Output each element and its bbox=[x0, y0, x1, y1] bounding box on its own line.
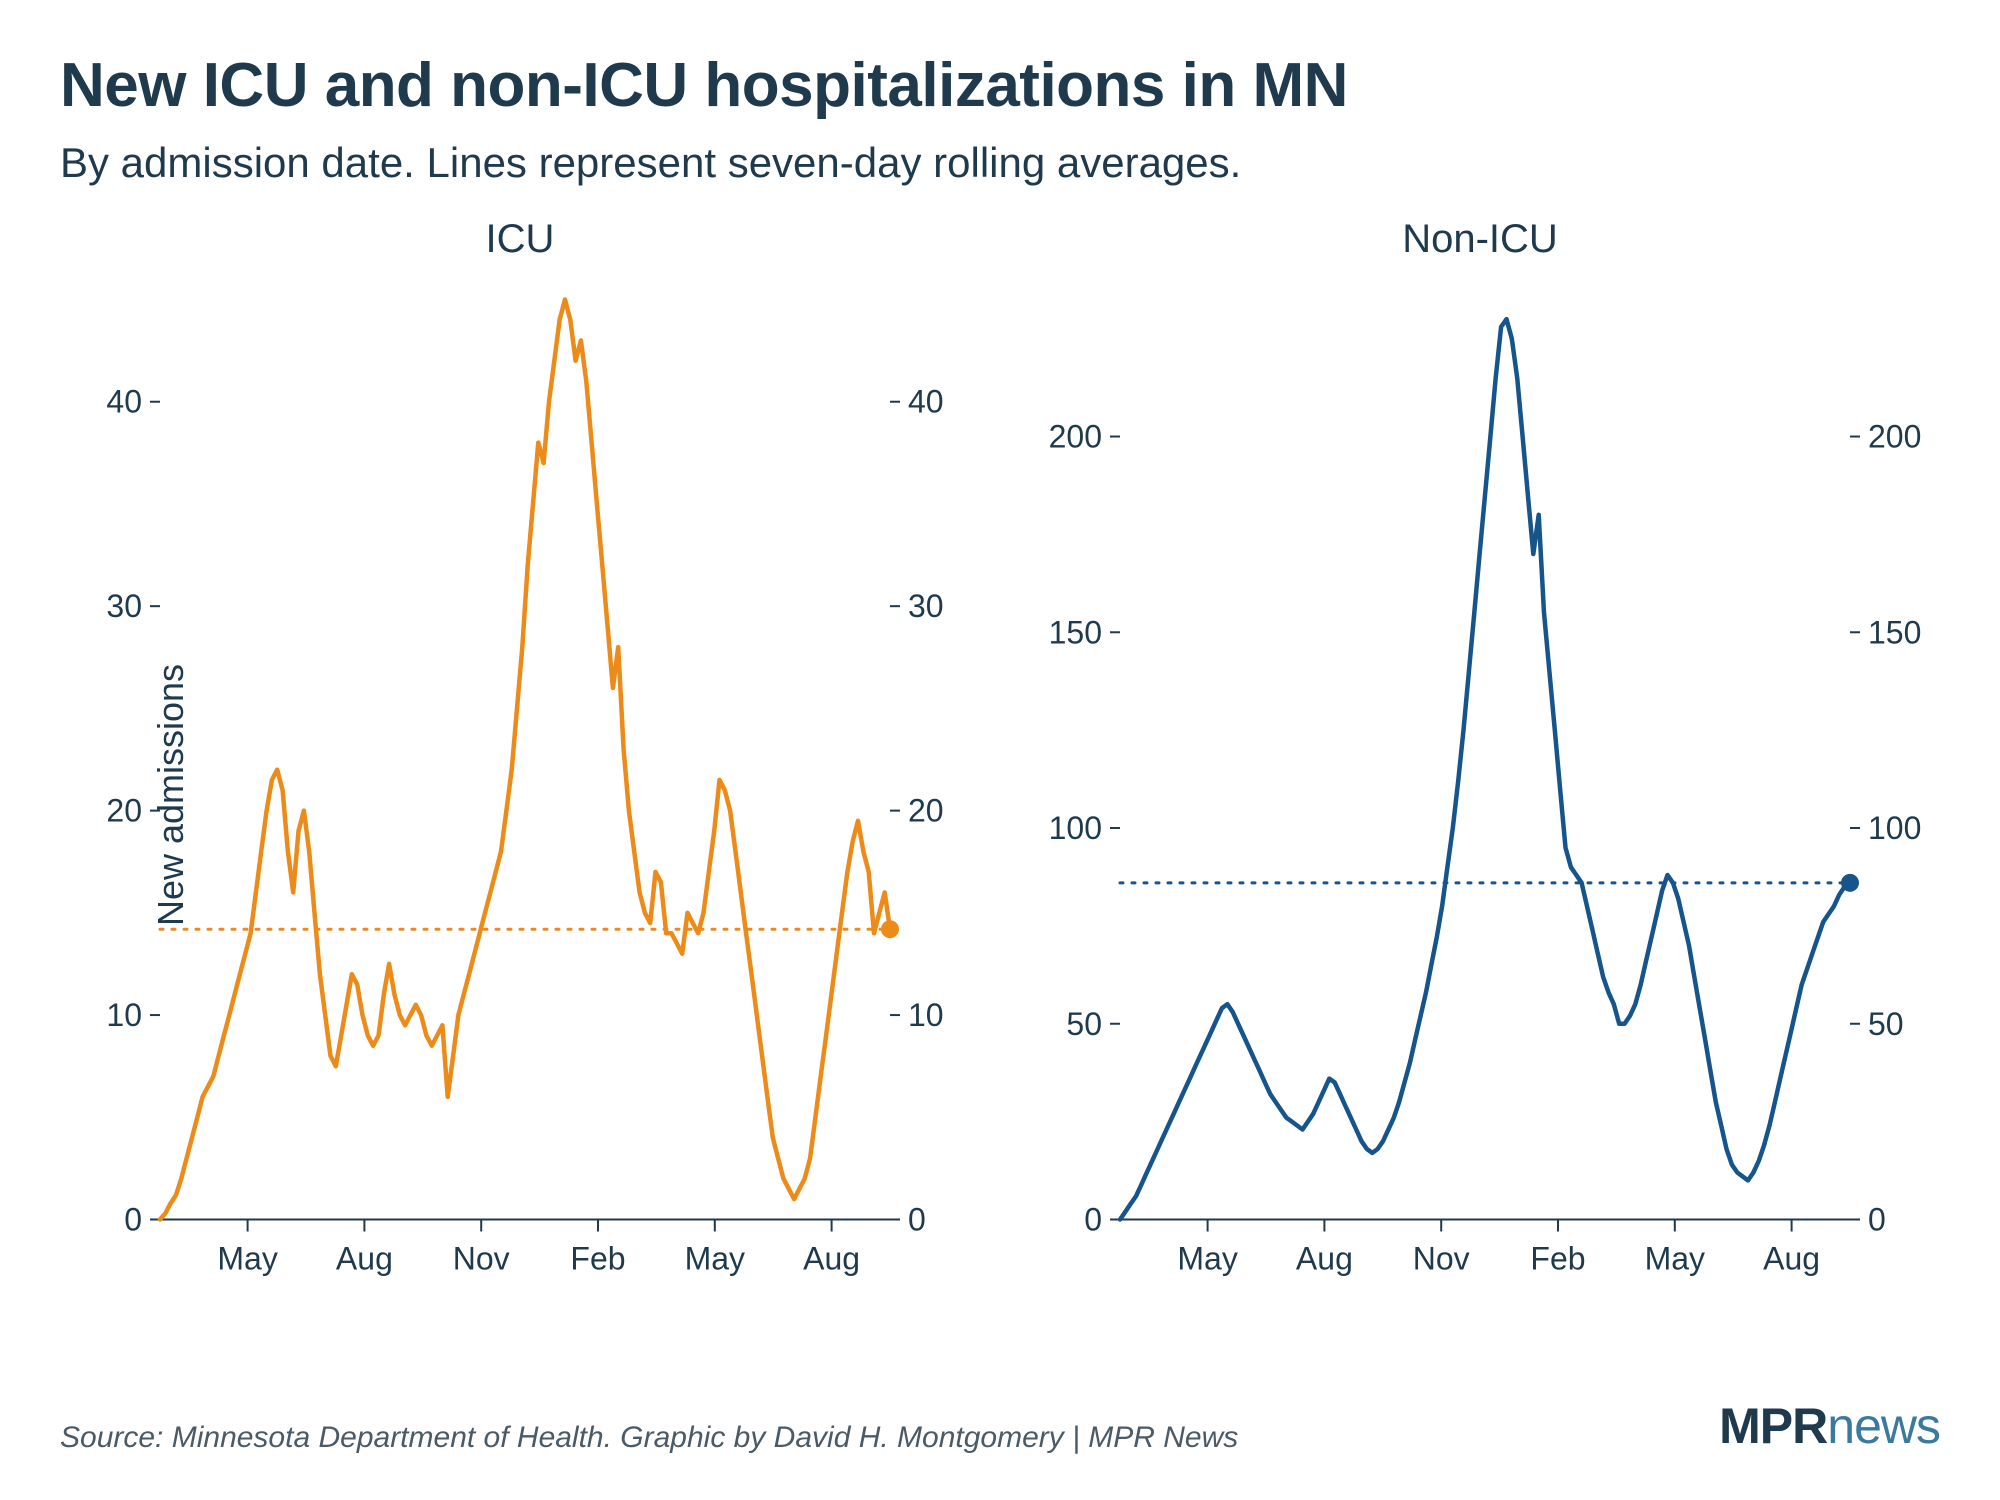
svg-text:0: 0 bbox=[1868, 1202, 1886, 1238]
svg-text:May: May bbox=[1645, 1241, 1705, 1277]
logo: MPRnews bbox=[1719, 1397, 1940, 1455]
svg-text:200: 200 bbox=[1049, 419, 1102, 455]
subtitle: By admission date. Lines represent seven… bbox=[60, 139, 1940, 187]
svg-text:200: 200 bbox=[1868, 419, 1921, 455]
svg-text:0: 0 bbox=[1084, 1202, 1102, 1238]
panel-title-non-icu: Non-ICU bbox=[1020, 217, 1940, 262]
footer: Source: Minnesota Department of Health. … bbox=[60, 1397, 1940, 1455]
source-text: Source: Minnesota Department of Health. … bbox=[60, 1421, 1238, 1455]
svg-text:May: May bbox=[1177, 1241, 1237, 1277]
svg-text:20: 20 bbox=[106, 793, 142, 829]
svg-text:Nov: Nov bbox=[453, 1241, 510, 1277]
svg-text:Aug: Aug bbox=[1296, 1241, 1353, 1277]
svg-text:May: May bbox=[685, 1241, 745, 1277]
panel-title-icu: ICU bbox=[60, 217, 980, 262]
svg-text:50: 50 bbox=[1066, 1006, 1102, 1042]
panel-icu: ICU New admissions May Aug Nov Feb May Aug 0 0 1… bbox=[60, 217, 980, 1317]
svg-text:30: 30 bbox=[908, 588, 944, 624]
panel-non-icu: Non-ICU May Aug Nov Feb May Aug 0 0 50 50 100 100 15… bbox=[1020, 217, 1940, 1317]
svg-text:40: 40 bbox=[106, 384, 142, 420]
panels-row: ICU New admissions May Aug Nov Feb May Aug 0 0 1… bbox=[60, 217, 1940, 1317]
page: New ICU and non-ICU hospitalizations in … bbox=[0, 0, 2000, 1500]
svg-text:100: 100 bbox=[1049, 810, 1102, 846]
svg-text:10: 10 bbox=[908, 997, 944, 1033]
plot-wrap-non-icu: May Aug Nov Feb May Aug 0 0 50 50 100 100 150 150 200 2… bbox=[1020, 272, 1940, 1317]
svg-text:Aug: Aug bbox=[336, 1241, 393, 1277]
svg-text:150: 150 bbox=[1049, 614, 1102, 650]
svg-text:100: 100 bbox=[1868, 810, 1921, 846]
svg-text:Aug: Aug bbox=[1763, 1241, 1820, 1277]
svg-text:Nov: Nov bbox=[1413, 1241, 1470, 1277]
svg-text:50: 50 bbox=[1868, 1006, 1904, 1042]
page-title: New ICU and non-ICU hospitalizations in … bbox=[60, 50, 1940, 121]
svg-text:30: 30 bbox=[106, 588, 142, 624]
logo-news: news bbox=[1827, 1398, 1940, 1454]
svg-text:10: 10 bbox=[106, 997, 142, 1033]
svg-text:Feb: Feb bbox=[1530, 1241, 1585, 1277]
logo-mpr: MPR bbox=[1719, 1398, 1827, 1454]
svg-text:20: 20 bbox=[908, 793, 944, 829]
svg-text:May: May bbox=[217, 1241, 277, 1277]
svg-text:40: 40 bbox=[908, 384, 944, 420]
svg-text:0: 0 bbox=[908, 1202, 926, 1238]
svg-text:Feb: Feb bbox=[570, 1241, 625, 1277]
chart-icu: May Aug Nov Feb May Aug 0 0 10 10 20 20 30 30 40 40 bbox=[60, 272, 980, 1317]
chart-non-icu: May Aug Nov Feb May Aug 0 0 50 50 100 100 150 150 200 2… bbox=[1020, 272, 1940, 1317]
svg-text:0: 0 bbox=[124, 1202, 142, 1238]
plot-wrap-icu: New admissions May Aug Nov Feb May Aug 0 0 10 10 2… bbox=[60, 272, 980, 1317]
svg-text:150: 150 bbox=[1868, 614, 1921, 650]
y-axis-label: New admissions bbox=[150, 663, 192, 925]
svg-text:Aug: Aug bbox=[803, 1241, 860, 1277]
